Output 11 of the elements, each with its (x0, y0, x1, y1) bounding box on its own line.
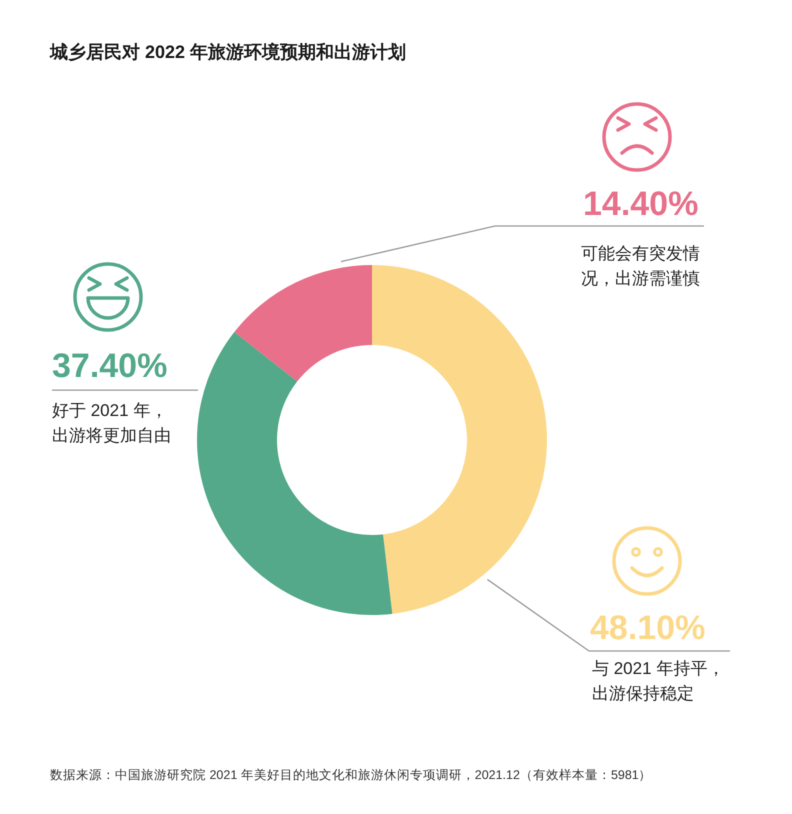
data-label: 37.40% (52, 347, 168, 385)
donut-slice (234, 265, 372, 382)
data-label: 48.10% (590, 609, 706, 647)
data-label: 14.40% (583, 185, 698, 223)
donut-slice (197, 332, 392, 615)
slice-label: 可能会有突发情况，出游需谨慎 (581, 244, 700, 288)
slice-label: 与 2021 年持平，出游保持稳定 (592, 659, 724, 703)
donut-slice (372, 265, 547, 614)
chart-title: 城乡居民对 2022 年旅游环境预期和出游计划 (49, 42, 406, 62)
slice-label: 好于 2021 年，出游将更加自由 (52, 401, 171, 445)
source-note: 数据来源：中国旅游研究院 2021 年美好目的地文化和旅游休闲专项调研，2021.12（有效样本量：5981） (50, 767, 652, 782)
